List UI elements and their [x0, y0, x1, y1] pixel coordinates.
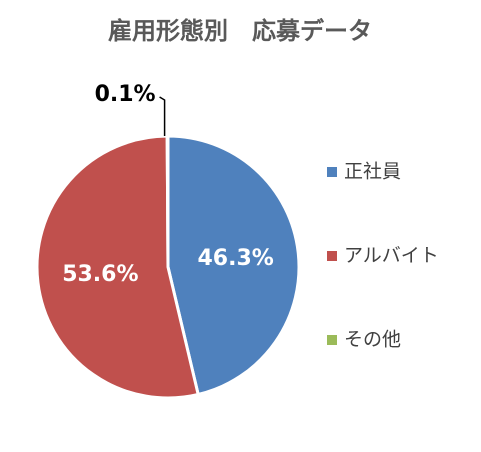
pie-slice	[165, 134, 170, 268]
data-label: 0.1%	[95, 82, 156, 107]
data-label: 53.6%	[62, 262, 138, 287]
data-label: 46.3%	[197, 246, 273, 271]
legend-label: アルバイト	[344, 245, 439, 267]
chart-title: 雇用形態別 応募データ	[108, 17, 372, 45]
pie-slice	[166, 134, 301, 397]
legend-swatch	[327, 251, 337, 261]
legend-label: 正社員	[344, 161, 401, 183]
legend-swatch	[327, 167, 337, 177]
legend-swatch	[327, 335, 337, 345]
legend-label: その他	[344, 329, 401, 351]
leader-line	[159, 96, 166, 137]
pie-slice	[35, 134, 200, 400]
